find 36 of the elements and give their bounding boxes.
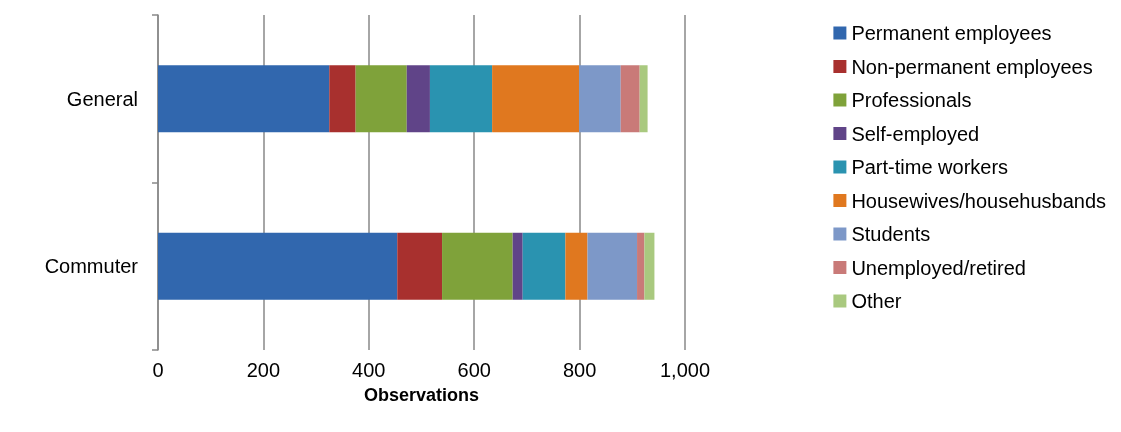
bar — [512, 232, 523, 300]
bar — [620, 65, 640, 133]
bar — [158, 65, 330, 133]
y-tick-label: General — [66, 87, 138, 110]
x-axis-title: Observations — [363, 385, 480, 405]
legend-label: Other — [851, 290, 902, 312]
bar — [639, 65, 648, 133]
legend-label: Professionals — [851, 89, 972, 111]
bar — [644, 232, 655, 300]
bar — [355, 65, 407, 133]
x-tick-label: 800 — [562, 359, 597, 381]
bar — [637, 232, 645, 300]
bar — [397, 232, 443, 300]
legend-label: Students — [851, 223, 931, 245]
legend-label: Part-time workers — [851, 156, 1009, 178]
x-tick-label: 400 — [352, 359, 386, 381]
bar — [406, 65, 430, 133]
x-tick-label: 0 — [152, 359, 164, 381]
bar — [429, 65, 493, 133]
bar — [158, 232, 398, 300]
bar — [565, 232, 588, 300]
bar — [329, 65, 356, 133]
legend-label: Self-employed — [851, 122, 980, 145]
x-tick-label: 1,000 — [659, 359, 711, 381]
bar — [492, 65, 580, 133]
bar — [579, 65, 621, 133]
bar — [522, 232, 566, 300]
bar — [587, 232, 638, 300]
legend-label: Housewives/househusbands — [851, 189, 1106, 212]
x-tick-label: 600 — [457, 359, 491, 381]
legend-label: Unemployed/retired — [851, 256, 1026, 279]
legend-label: Permanent employees — [851, 22, 1052, 44]
x-tick-label: 200 — [246, 359, 281, 381]
legend-label: Non-permanent employees — [851, 55, 1093, 78]
y-tick-label: Commuter — [44, 255, 139, 278]
bar — [442, 232, 513, 300]
